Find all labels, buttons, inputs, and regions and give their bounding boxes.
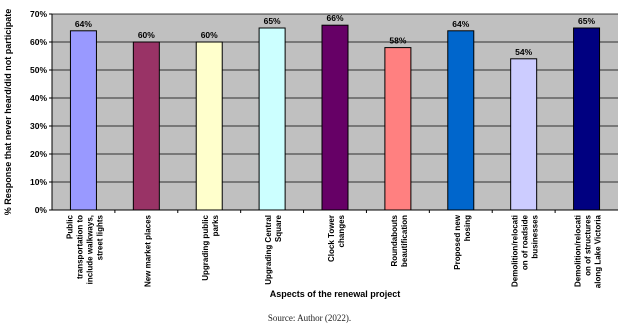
bar <box>132 41 160 211</box>
x-tick-label-text: Roundaboutsbeautification <box>390 214 409 267</box>
x-tick-label-line: on of roadside <box>521 214 530 270</box>
bar-value-label: 58% <box>389 36 406 46</box>
y-tick-label: 20% <box>30 149 47 159</box>
x-tick-label-line: Square <box>274 214 283 242</box>
y-tick-label: 70% <box>30 9 47 19</box>
bar <box>447 30 475 211</box>
source-caption: Source: Author (2022). <box>267 313 352 323</box>
bar <box>195 41 223 211</box>
x-tick-label-text: Demolition/relocation of structuresalong… <box>574 214 603 288</box>
x-tick-label-line: transportation to <box>75 215 84 279</box>
x-tick-label: Publictransportation toinclude walkways,… <box>65 214 104 284</box>
x-tick-label-line: New market places <box>143 214 152 287</box>
bar-value-label: 60% <box>138 30 155 40</box>
x-tick-label-line: Roundabouts <box>390 214 399 266</box>
x-axis-ticks: Publictransportation toinclude walkways,… <box>65 210 603 288</box>
x-tick-label: Clock Towerchanges <box>327 214 346 262</box>
y-tick-label: 60% <box>30 37 47 47</box>
x-tick-label: Upgrading CentralSquare <box>264 214 283 284</box>
bars <box>69 24 601 211</box>
y-tick-label: 0% <box>35 205 48 215</box>
bar <box>258 27 286 211</box>
x-tick-label: Demolition/relocation of roadsidebusines… <box>511 214 540 287</box>
x-tick-label-text: Clock Towerchanges <box>327 214 346 262</box>
value-labels: 64% 60% 60% 65% 66% 58% 64% 54% 65% <box>75 13 596 57</box>
x-tick-label-text: Demolition/relocation of roadsidebusines… <box>511 214 540 287</box>
bar <box>510 58 538 211</box>
x-tick-label-line: Demolition/relocati <box>511 215 520 287</box>
bar-value-label: 65% <box>264 16 281 26</box>
y-tick-label: 40% <box>30 93 47 103</box>
x-tick-label: Roundaboutsbeautification <box>390 214 409 267</box>
x-tick-label-line: on of structures <box>584 214 593 275</box>
x-tick-label: Demolition/relocation of structuresalong… <box>574 214 603 288</box>
x-tick-label-line: beautification <box>400 215 409 267</box>
x-tick-label: New market places <box>143 214 152 287</box>
y-tick-label: 30% <box>30 121 47 131</box>
x-axis-title: Aspects of the renewal project <box>270 289 401 299</box>
x-tick-label-line: street lights <box>95 214 104 260</box>
bar <box>384 47 412 211</box>
x-tick-label-line: Demolition/relocati <box>574 215 583 287</box>
x-tick-label: Proposed newhosing <box>453 214 472 269</box>
bar-value-label: 54% <box>515 47 532 57</box>
bar <box>69 30 97 211</box>
bar-value-label: 64% <box>75 19 92 29</box>
x-tick-label: Upgrading publicparks <box>201 214 220 280</box>
x-tick-label-text: Upgrading CentralSquare <box>264 214 283 284</box>
bar-value-label: 65% <box>578 16 595 26</box>
x-tick-label-line: Public <box>65 214 74 239</box>
x-tick-label-text: Publictransportation toinclude walkways,… <box>65 214 104 284</box>
x-tick-label-line: hosing <box>463 215 472 241</box>
bar-value-label: 66% <box>326 13 343 23</box>
y-tick-label: 10% <box>30 177 47 187</box>
x-tick-label-line: include walkways, <box>85 215 94 284</box>
x-tick-label-line: businesses <box>531 214 540 258</box>
bar-value-label: 60% <box>201 30 218 40</box>
x-tick-label-line: along Lake Victoria <box>594 214 603 288</box>
bar-value-label: 64% <box>452 19 469 29</box>
x-tick-label-line: changes <box>337 214 346 247</box>
bar <box>321 24 349 211</box>
y-axis-title: % Response that never heard/did not part… <box>3 9 13 216</box>
x-tick-label-line: Proposed new <box>453 214 462 269</box>
x-tick-label-text: Upgrading publicparks <box>201 214 220 280</box>
x-tick-label-line: Clock Tower <box>327 215 336 262</box>
x-tick-label-line: Upgrading public <box>201 214 210 280</box>
y-tick-label: 50% <box>30 65 47 75</box>
x-tick-label-text: Proposed newhosing <box>453 214 472 269</box>
x-tick-label-line: parks <box>211 214 220 236</box>
x-tick-label-line: Upgrading Central <box>264 215 273 285</box>
x-tick-label-text: New market places <box>143 214 152 287</box>
y-axis-ticks: 0% 10% 20% 30% 40% 50% 60% 70% <box>30 9 52 215</box>
bar <box>573 27 601 211</box>
